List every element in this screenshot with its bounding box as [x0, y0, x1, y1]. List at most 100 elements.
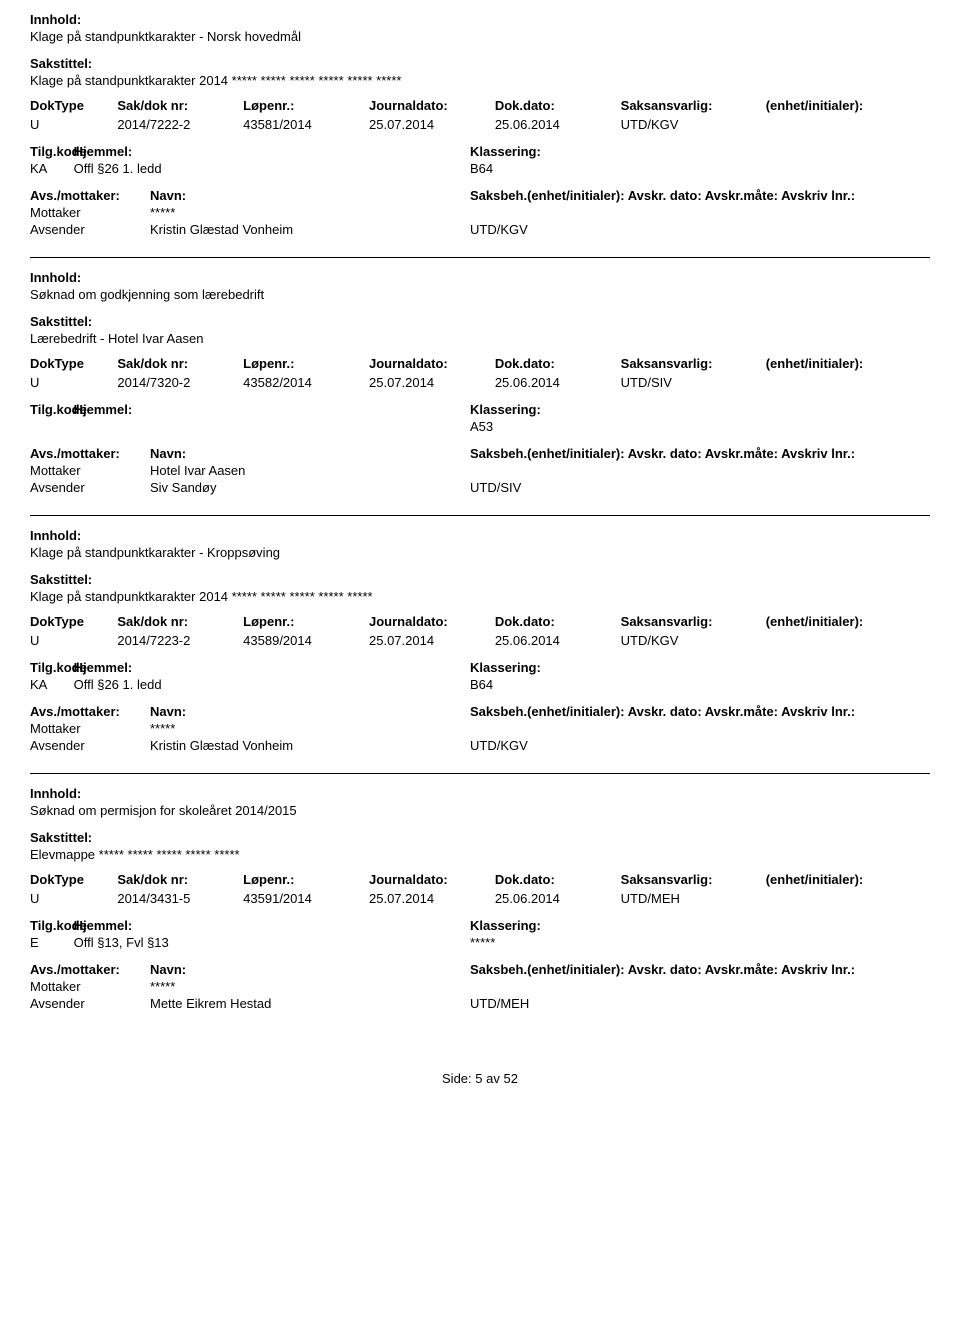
doktype-value: U	[30, 117, 97, 132]
tilgkode-label: Tilg.kode	[30, 918, 70, 933]
journaldato-value: 25.07.2014	[369, 891, 475, 906]
avsender-enhet: UTD/SIV	[470, 480, 930, 495]
sakdok-value: 2014/7320-2	[117, 375, 223, 390]
dokdato-label: Dok.dato:	[495, 356, 601, 371]
saksansvarlig-label: Saksansvarlig:	[621, 98, 746, 113]
journaldato-value: 25.07.2014	[369, 633, 475, 648]
mottaker-label: Mottaker	[30, 979, 150, 994]
avsender-navn: Kristin Glæstad Vonheim	[150, 738, 470, 753]
lopenr-label: Løpenr.:	[243, 98, 349, 113]
hjemmel-header-row: Tilg.kode Hjemmel: Klassering:	[30, 402, 930, 417]
mottaker-navn: Hotel Ivar Aasen	[150, 463, 470, 478]
innhold-label: Innhold:	[30, 528, 930, 543]
doktype-label: DokType	[30, 98, 97, 113]
avsender-label: Avsender	[30, 222, 150, 237]
avsender-navn: Mette Eikrem Hestad	[150, 996, 470, 1011]
lopenr-label: Løpenr.:	[243, 356, 349, 371]
sakstittel-label: Sakstittel:	[30, 572, 930, 587]
hjemmel-label: Hjemmel:	[74, 144, 133, 159]
hjemmel-label: Hjemmel:	[74, 918, 133, 933]
doktype-label: DokType	[30, 872, 97, 887]
sakstittel-value: Lærebedrift - Hotel Ivar Aasen	[30, 331, 930, 346]
mottaker-row: Mottaker *****	[30, 721, 930, 736]
dokdato-value: 25.06.2014	[495, 891, 601, 906]
saksansvarlig-value: UTD/KGV	[621, 117, 746, 132]
meta-header-row: DokType Sak/dok nr: Løpenr.: Journaldato…	[30, 356, 930, 373]
saksansvarlig-label: Saksansvarlig:	[621, 356, 746, 371]
innhold-label: Innhold:	[30, 786, 930, 801]
avsender-row: Avsender Mette Eikrem Hestad UTD/MEH	[30, 996, 930, 1011]
innhold-value: Søknad om godkjenning som lærebedrift	[30, 287, 930, 302]
avsender-navn: Siv Sandøy	[150, 480, 470, 495]
mottaker-label: Mottaker	[30, 205, 150, 220]
saksbeh-label: Saksbeh.(enhet/initialer): Avskr. dato: …	[470, 962, 930, 977]
avsender-row: Avsender Kristin Glæstad Vonheim UTD/KGV	[30, 222, 930, 237]
saksbeh-label: Saksbeh.(enhet/initialer): Avskr. dato: …	[470, 188, 930, 203]
sakdok-label: Sak/dok nr:	[117, 356, 223, 371]
meta-value-row: U 2014/7222-2 43581/2014 25.07.2014 25.0…	[30, 117, 930, 132]
meta-header-row: DokType Sak/dok nr: Løpenr.: Journaldato…	[30, 614, 930, 631]
hjemmel-value-row: E Offl §13, Fvl §13 *****	[30, 935, 930, 950]
dokdato-value: 25.06.2014	[495, 633, 601, 648]
journaldato-label: Journaldato:	[369, 356, 475, 371]
avsmottaker-label: Avs./mottaker:	[30, 962, 150, 977]
hjemmel-value-row: A53	[30, 419, 930, 434]
klassering-label: Klassering:	[470, 660, 541, 675]
mottaker-header-row: Avs./mottaker: Navn: Saksbeh.(enhet/init…	[30, 188, 930, 203]
enhet-label: (enhet/initialer):	[766, 356, 910, 371]
sakdok-label: Sak/dok nr:	[117, 614, 223, 629]
footer-sep: av	[486, 1071, 500, 1086]
enhet-label: (enhet/initialer):	[766, 98, 910, 113]
hjemmel-label: Hjemmel:	[74, 660, 133, 675]
avsender-enhet: UTD/KGV	[470, 222, 930, 237]
innhold-value: Søknad om permisjon for skoleåret 2014/2…	[30, 803, 930, 818]
dokdato-label: Dok.dato:	[495, 614, 601, 629]
dokdato-value: 25.06.2014	[495, 375, 601, 390]
hjemmel-value-row: KA Offl §26 1. ledd B64	[30, 161, 930, 176]
mottaker-label: Mottaker	[30, 463, 150, 478]
mottaker-navn: *****	[150, 205, 470, 220]
dokdato-label: Dok.dato:	[495, 98, 601, 113]
avsmottaker-label: Avs./mottaker:	[30, 188, 150, 203]
sakstittel-label: Sakstittel:	[30, 56, 930, 71]
sakstittel-label: Sakstittel:	[30, 830, 930, 845]
sakdok-label: Sak/dok nr:	[117, 872, 223, 887]
avsmottaker-label: Avs./mottaker:	[30, 446, 150, 461]
journaldato-label: Journaldato:	[369, 872, 475, 887]
avsender-label: Avsender	[30, 996, 150, 1011]
dokdato-label: Dok.dato:	[495, 872, 601, 887]
tilgkode-value: KA	[30, 161, 70, 176]
saksansvarlig-value: UTD/KGV	[621, 633, 746, 648]
lopenr-value: 43582/2014	[243, 375, 349, 390]
lopenr-label: Løpenr.:	[243, 614, 349, 629]
navn-label: Navn:	[150, 188, 470, 203]
innhold-value: Klage på standpunktkarakter - Norsk hove…	[30, 29, 930, 44]
mottaker-row: Mottaker Hotel Ivar Aasen	[30, 463, 930, 478]
mottaker-header-row: Avs./mottaker: Navn: Saksbeh.(enhet/init…	[30, 962, 930, 977]
mottaker-header-row: Avs./mottaker: Navn: Saksbeh.(enhet/init…	[30, 446, 930, 461]
saksansvarlig-value: UTD/MEH	[621, 891, 746, 906]
page-footer: Side: 5 av 52	[30, 1071, 930, 1086]
sakdok-label: Sak/dok nr:	[117, 98, 223, 113]
avsender-enhet: UTD/MEH	[470, 996, 930, 1011]
avsmottaker-label: Avs./mottaker:	[30, 704, 150, 719]
lopenr-value: 43581/2014	[243, 117, 349, 132]
saksansvarlig-value: UTD/SIV	[621, 375, 746, 390]
meta-value-row: U 2014/3431-5 43591/2014 25.07.2014 25.0…	[30, 891, 930, 906]
journal-record: Innhold: Søknad om godkjenning som læreb…	[30, 270, 930, 516]
sakstittel-value: Klage på standpunktkarakter 2014 ***** *…	[30, 589, 930, 604]
tilgkode-label: Tilg.kode	[30, 144, 70, 159]
hjemmel-header-row: Tilg.kode Hjemmel: Klassering:	[30, 660, 930, 675]
journal-record: Innhold: Klage på standpunktkarakter - K…	[30, 528, 930, 774]
avsender-row: Avsender Siv Sandøy UTD/SIV	[30, 480, 930, 495]
klassering-label: Klassering:	[470, 402, 541, 417]
innhold-label: Innhold:	[30, 270, 930, 285]
avsender-label: Avsender	[30, 738, 150, 753]
sakdok-value: 2014/7223-2	[117, 633, 223, 648]
innhold-label: Innhold:	[30, 12, 930, 27]
tilgkode-label: Tilg.kode	[30, 402, 70, 417]
footer-page: 5	[475, 1071, 482, 1086]
innhold-value: Klage på standpunktkarakter - Kroppsøvin…	[30, 545, 930, 560]
avsender-label: Avsender	[30, 480, 150, 495]
mottaker-navn: *****	[150, 979, 470, 994]
